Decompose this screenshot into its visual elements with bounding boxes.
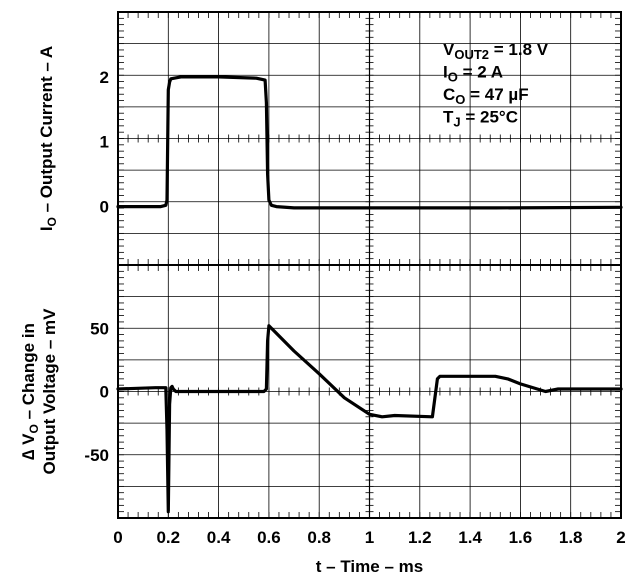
bottom-y-tick-label: 50 [90,319,109,338]
bottom-y-tick-label: 0 [100,383,109,402]
annotation-sub: O [455,92,465,107]
bottom-y-tick-label: -50 [84,446,109,465]
x-tick-label: 1.4 [458,528,482,547]
x-tick-label: 2 [616,528,625,547]
x-tick-label: 0.6 [257,528,281,547]
annotation-main: I [443,63,448,82]
x-tick-label: 0.2 [156,528,180,547]
bottom-plot-frame [117,264,622,519]
top-y-tick-label: 2 [100,68,109,87]
annotation-sub: OUT2 [454,47,489,62]
top-series-line [116,75,623,210]
x-tick-labels: 0 0.2 0.4 0.6 0.8 1 1.2 1.4 1.6 1.8 2 [113,528,625,547]
x-tick-label: 1.2 [408,528,432,547]
x-axis-label: t – Time – ms [316,557,423,576]
x-tick-label: 1 [365,528,374,547]
top-ylabel-sub: O [45,217,59,226]
top-y-tick-label: 1 [100,133,109,152]
bottom-y-tick-labels: 50 0 -50 [84,319,109,465]
x-tick-label: 0.8 [307,528,331,547]
annotation-line: VOUT2 = 1.8 V [443,40,549,62]
annotation-sub: O [448,70,458,85]
top-ylabel-main: I [37,226,56,231]
bottom-series-line [116,324,623,514]
x-tick-label: 0 [113,528,122,547]
annotation-rest: = 2 A [458,63,503,82]
bottom-y-axis-label-line2: Output Voltage – mV [40,308,59,475]
bottom-ylabel-sub: O [27,424,41,433]
x-tick-label: 0.4 [207,528,231,547]
annotation-line: CO = 47 µF [443,85,529,107]
bottom-ylabel-pre: ∆ V [19,433,38,460]
top-y-tick-label: 0 [100,198,109,217]
top-y-axis-label: IO – Output Current – A [37,46,59,231]
annotation-rest: = 25°C [461,108,518,127]
annotation-line: TJ = 25°C [443,108,518,130]
annotation-line: IO = 2 A [443,63,503,85]
annotation-rest: = 47 µF [465,85,528,104]
x-tick-label: 1.6 [509,528,533,547]
top-series [116,75,623,210]
top-ylabel-rest: – Output Current – A [37,46,56,217]
annotation-sub: J [453,115,460,130]
annotation-main: T [443,108,454,127]
bottom-ylabel-rest: – Change in [19,323,38,424]
bottom-panel: 50 0 -50 0 0.2 0.4 0.6 0.8 1 1.2 1.4 1.6 1.8 2 ∆ VO … [19,264,626,576]
x-tick-label: 1.8 [559,528,583,547]
annotation-main: C [443,85,455,104]
annotation-main: V [443,40,455,59]
bottom-series [116,324,623,514]
bottom-y-axis-label-line1: ∆ VO – Change in [19,323,41,460]
top-y-tick-labels: 0 1 2 [100,68,109,217]
annotation-rest: = 1.8 V [489,40,549,59]
